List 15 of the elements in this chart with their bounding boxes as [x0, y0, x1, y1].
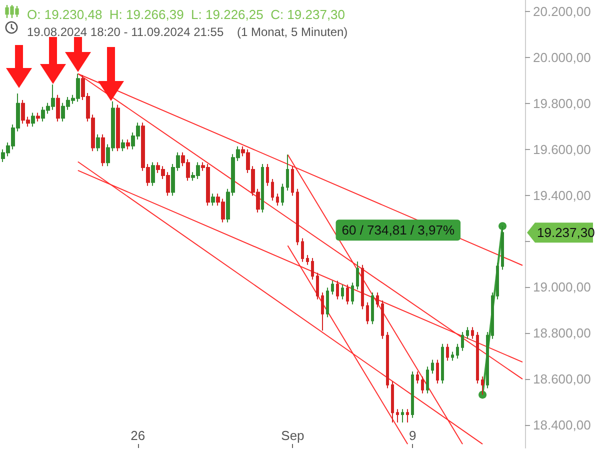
y-tick-label: 19.000,00	[533, 280, 591, 295]
y-tick-label: 18.800,00	[533, 326, 591, 341]
x-tick-label: Sep	[281, 428, 304, 443]
text: 19.08.2024 18:20 - 11.09.2024 21:55 (1 Monat, 5 Minuten)	[27, 25, 348, 39]
y-tick-label: 20.000,00	[533, 50, 591, 65]
y-tick-label: 19.600,00	[533, 142, 591, 157]
y-tick-label: 18.400,00	[533, 418, 591, 433]
y-tick-label: 19.800,00	[533, 96, 591, 111]
y-tick-label: 18.600,00	[533, 372, 591, 387]
x-tick-label: 26	[130, 428, 146, 443]
y-tick-label: 20.200,00	[533, 4, 591, 19]
y-tick-label: 19.400,00	[533, 188, 591, 203]
annotation: 60 / 734,81 / 3,97%	[342, 222, 455, 238]
text: O: 19.230,48 H: 19.266,39 L: 19.226,25 C: 19.237,30	[27, 7, 346, 22]
x-tick-label: 9	[408, 428, 416, 443]
